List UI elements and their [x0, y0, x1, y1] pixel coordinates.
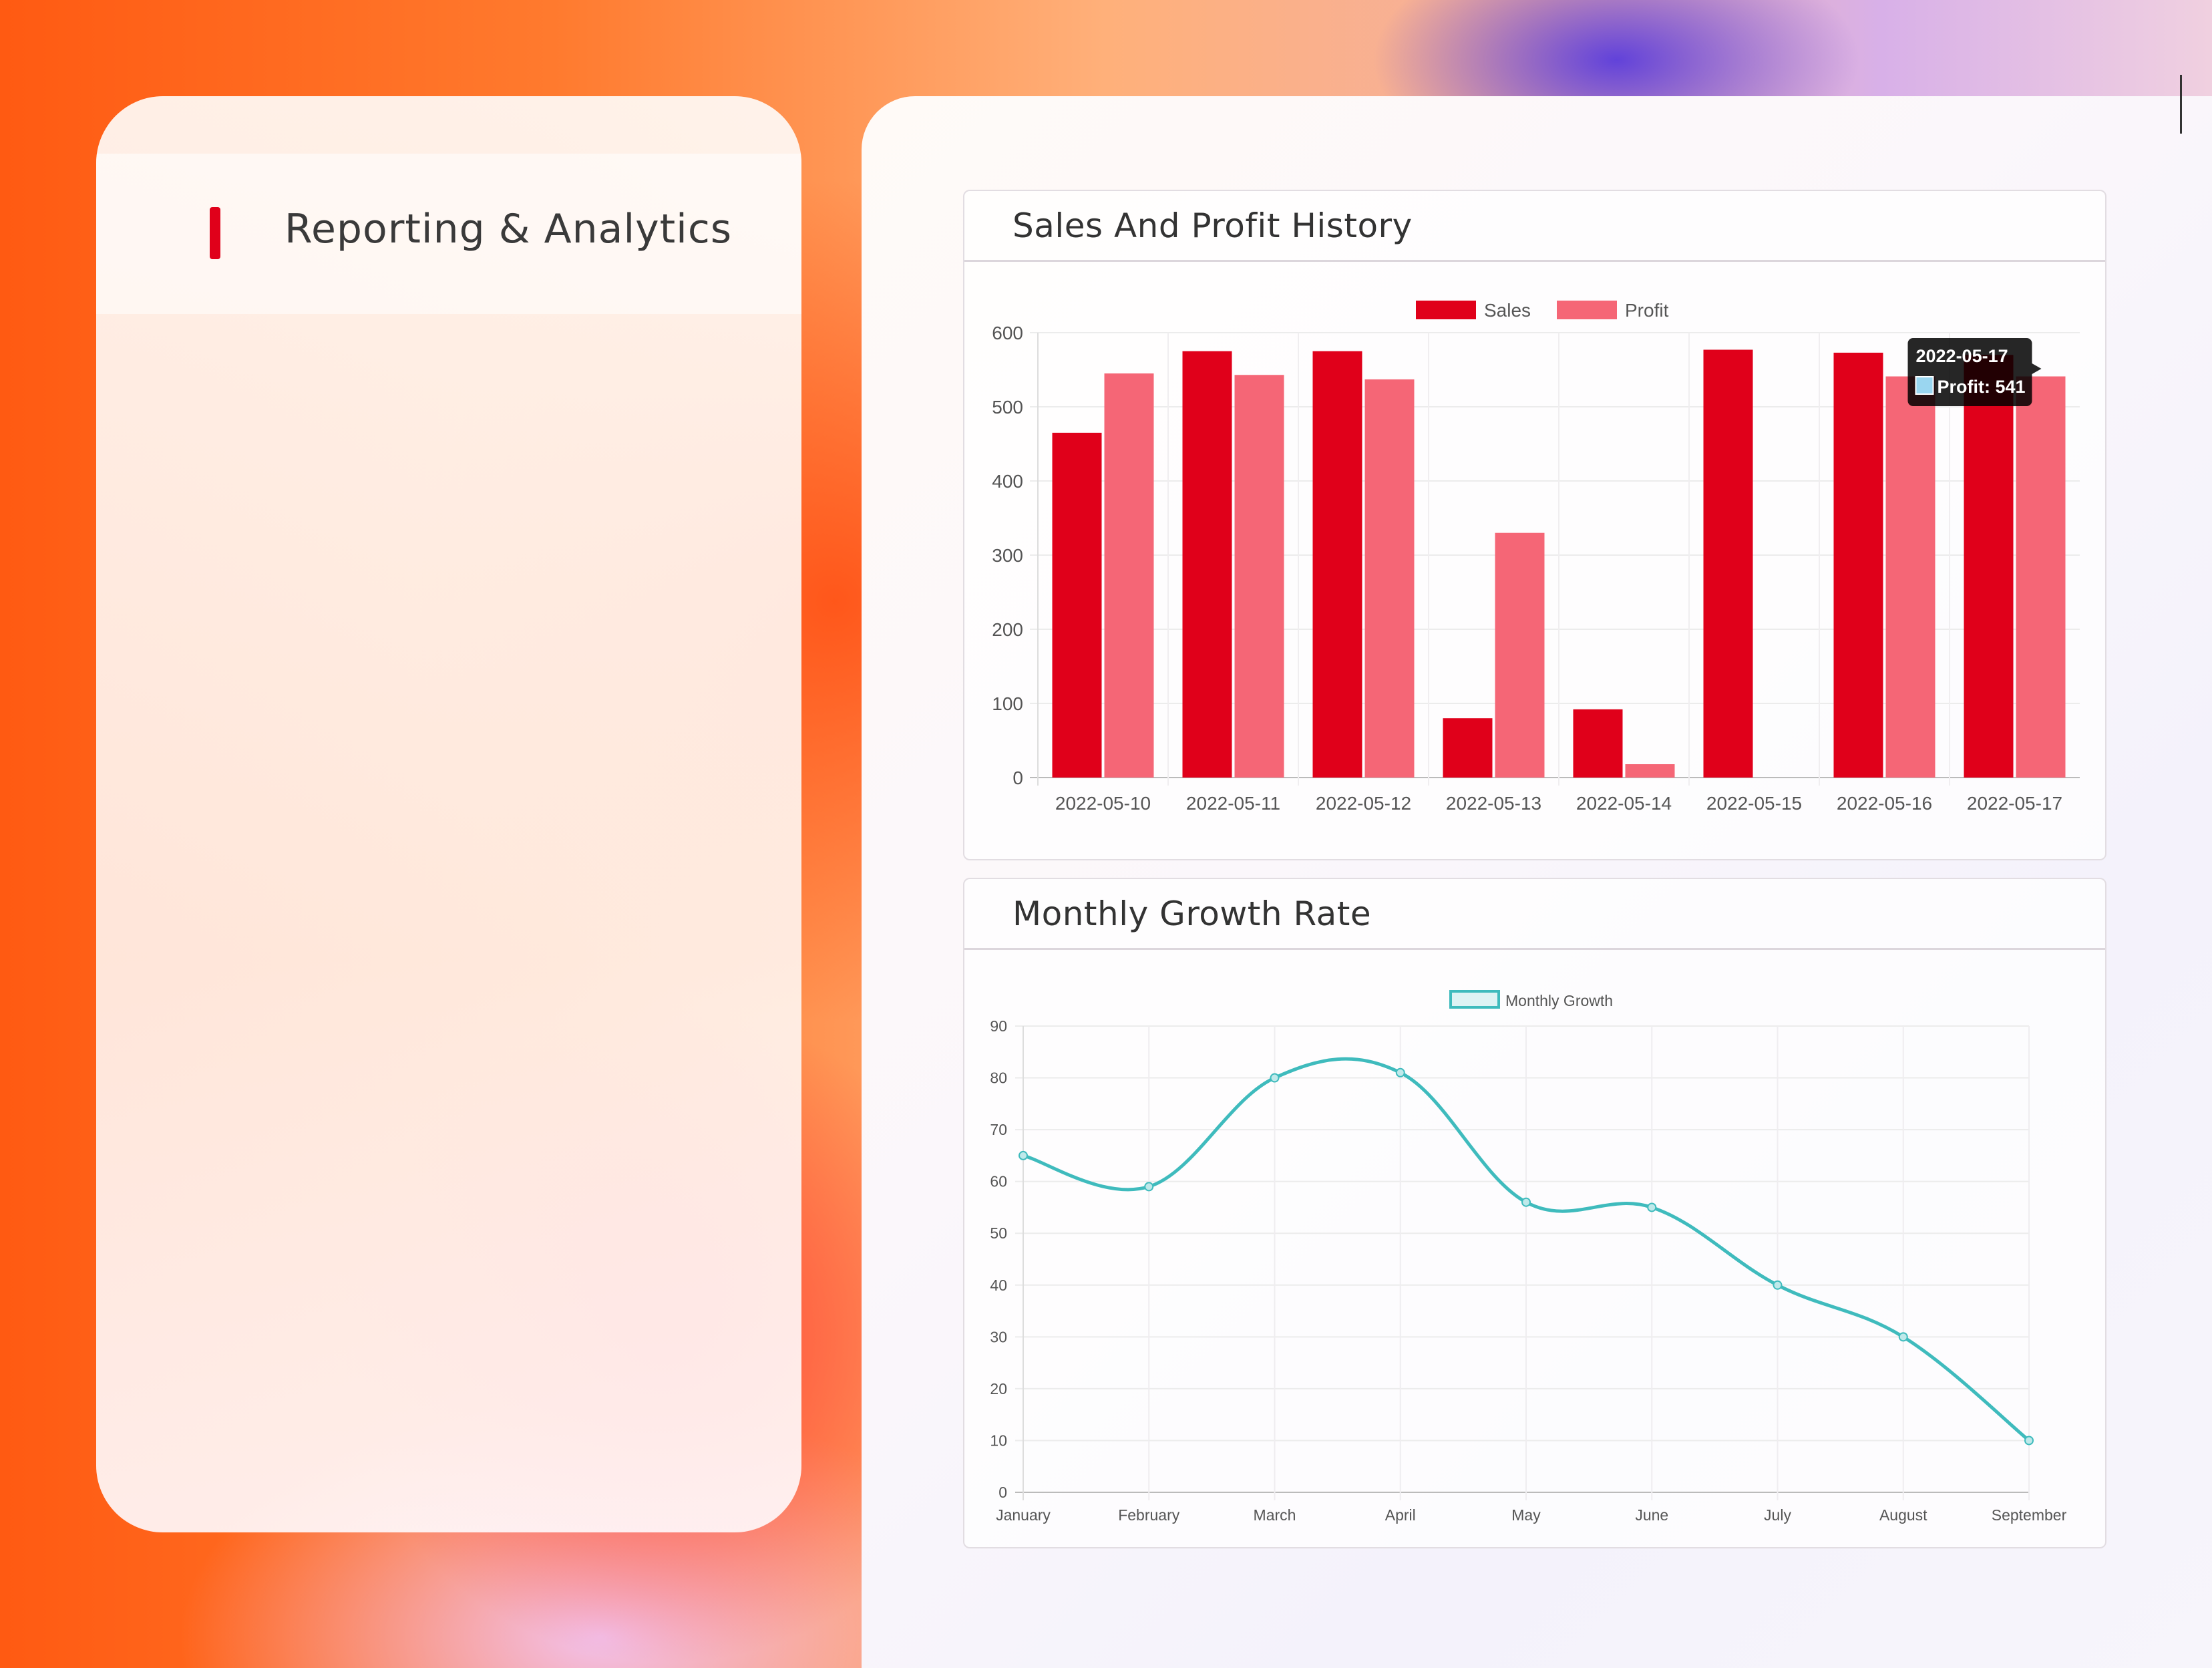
x-tick-label: 2022-05-15	[1706, 793, 1802, 814]
bar-profit	[1495, 532, 1545, 778]
data-point	[2024, 1436, 2034, 1446]
y-tick-label: 60	[990, 1173, 1007, 1190]
x-tick-label: 2022-05-14	[1576, 793, 1672, 814]
sidebar-header: Reporting & Analytics	[96, 154, 801, 314]
sales-profit-card: Sales And Profit History 0 100 200 300 400 50…	[963, 190, 2106, 860]
legend-item: Profit	[1557, 300, 1669, 321]
x-tick-label: May	[1511, 1506, 1541, 1524]
x-tick-label: 2022-05-10	[1055, 793, 1151, 814]
x-tick-label: 2022-05-12	[1316, 793, 1411, 814]
x-tick-label: June	[1635, 1506, 1668, 1524]
bar-sales	[1443, 718, 1493, 778]
y-tick-label: 30	[990, 1328, 1007, 1345]
y-tick-label: 600	[992, 323, 1023, 343]
data-point	[1898, 1332, 1908, 1342]
x-tick-label: 2022-05-17	[1967, 793, 2062, 814]
y-tick-label: 0	[1012, 768, 1023, 788]
data-point	[1270, 1073, 1280, 1083]
accent-marker	[210, 207, 220, 259]
x-tick-label: 2022-05-16	[1837, 793, 1932, 814]
tooltip-caret	[2032, 363, 2042, 374]
bar-sales	[1182, 351, 1232, 778]
y-tick-label: 90	[990, 1017, 1007, 1035]
bar-profit	[2016, 376, 2066, 778]
bar-sales	[1052, 432, 1102, 778]
monthly-growth-card: Monthly Growth Rate 0 10 20 30 40 50 60 70 80 90 J…	[963, 878, 2106, 1548]
bar-sales	[1703, 349, 1753, 778]
y-tick-label: 50	[990, 1224, 1007, 1242]
chart-tooltip: 2022-05-17 Profit: 541	[1907, 338, 2042, 406]
bar-profit	[1885, 376, 1936, 778]
y-tick-label: 300	[992, 545, 1023, 566]
legend-swatch	[1449, 990, 1500, 1009]
tooltip-box	[1907, 338, 2032, 406]
y-tick-label: 200	[992, 619, 1023, 640]
tooltip-title: 2022-05-17	[1916, 346, 2008, 366]
card-title: Monthly Growth Rate	[1012, 894, 1372, 933]
data-point	[1521, 1197, 1531, 1207]
bar-sales	[1833, 352, 1883, 778]
bar-profit	[1364, 379, 1415, 778]
tooltip-swatch	[1915, 376, 1934, 395]
legend-swatch	[1416, 301, 1476, 319]
data-point	[1647, 1202, 1657, 1212]
x-tick-label: July	[1764, 1506, 1791, 1524]
x-tick-label: August	[1879, 1506, 1927, 1524]
legend-swatch	[1557, 301, 1617, 319]
bar-sales	[1964, 355, 2014, 778]
x-tick-label: 2022-05-13	[1446, 793, 1541, 814]
bar-profit	[1104, 373, 1154, 778]
y-tick-label: 100	[992, 693, 1023, 714]
sidebar-panel: Reporting & Analytics	[96, 96, 801, 1532]
monthly-growth-chart[interactable]: 0 10 20 30 40 50 60 70 80 90 January February March A…	[964, 951, 2105, 1546]
y-tick-label: 0	[998, 1484, 1007, 1501]
data-point	[1019, 1150, 1028, 1160]
bar-sales	[1573, 709, 1623, 778]
main-content: Sales And Profit History 0 100 200 300 400 50…	[862, 96, 2212, 1668]
x-tick-label: March	[1254, 1506, 1296, 1524]
bar-profit	[1625, 764, 1675, 778]
bar-profit	[1234, 375, 1284, 778]
tooltip-label: Profit: 541	[1938, 377, 2026, 397]
card-title: Sales And Profit History	[1012, 206, 1413, 245]
legend-label: Monthly Growth	[1505, 992, 1613, 1009]
x-tick-label: 2022-05-11	[1186, 793, 1280, 814]
y-tick-label: 70	[990, 1121, 1007, 1138]
legend-item: Monthly Growth	[1449, 990, 1613, 1009]
data-point	[1144, 1182, 1154, 1192]
bar-sales	[1312, 351, 1362, 778]
y-tick-label: 40	[990, 1277, 1007, 1294]
data-point	[1395, 1067, 1405, 1077]
x-tick-label: September	[1992, 1506, 2067, 1524]
x-tick-label: January	[996, 1506, 1051, 1524]
y-tick-label: 400	[992, 471, 1023, 492]
sidebar-title: Reporting & Analytics	[285, 206, 733, 253]
y-tick-label: 10	[990, 1432, 1007, 1449]
sales-profit-chart[interactable]: 0 100 200 300 400 500 600 2022-05-10 2022-05-11 2…	[964, 263, 2105, 858]
x-tick-label: April	[1385, 1506, 1416, 1524]
y-tick-label: 500	[992, 397, 1023, 418]
legend-label: Profit	[1625, 300, 1669, 321]
y-tick-label: 80	[990, 1069, 1007, 1087]
data-point	[1773, 1280, 1783, 1290]
x-tick-label: February	[1118, 1506, 1180, 1524]
legend-label: Sales	[1484, 300, 1531, 321]
card-header: Sales And Profit History	[964, 191, 2105, 262]
text-cursor	[2180, 75, 2182, 134]
card-header: Monthly Growth Rate	[964, 879, 2105, 950]
legend-item: Sales	[1416, 300, 1531, 321]
y-tick-label: 20	[990, 1380, 1007, 1397]
